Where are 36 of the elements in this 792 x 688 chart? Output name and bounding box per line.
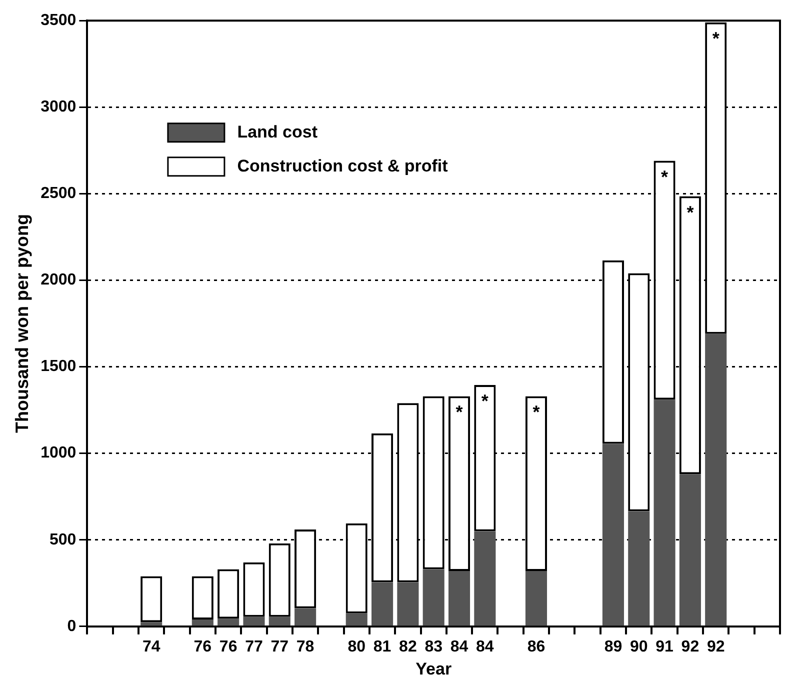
- x-tick-label: 82: [399, 638, 417, 656]
- x-tick-label: 84: [450, 638, 468, 656]
- x-tick-label: 89: [604, 638, 622, 656]
- x-tick-label: 92: [706, 638, 725, 656]
- x-tick-label: 91: [656, 638, 674, 656]
- x-tick-label: 92: [681, 638, 700, 656]
- y-tick-label: 1500: [40, 358, 76, 376]
- y-tick-label: 500: [49, 531, 76, 548]
- x-tick-label: 78: [296, 638, 314, 656]
- x-tick-label: 90: [630, 638, 648, 656]
- data-label: *: [481, 390, 488, 411]
- data-label: *: [661, 166, 668, 187]
- x-tick-label: 84: [476, 638, 494, 656]
- x-tick-label: 76: [194, 638, 212, 656]
- x-tick-label: 80: [348, 638, 366, 656]
- y-tick-label: 2500: [40, 185, 76, 202]
- x-tick-label: 77: [245, 638, 263, 656]
- x-tick-label: 83: [424, 638, 443, 656]
- x-tick-label: 81: [373, 638, 392, 656]
- data-label: *: [686, 202, 694, 222]
- y-tick-label: 2000: [40, 272, 76, 289]
- x-tick-label: 76: [219, 638, 238, 656]
- x-tick-label: 74: [142, 638, 160, 656]
- y-tick-label: 1000: [40, 444, 76, 462]
- y-axis-title: Thousand won per pyong: [12, 214, 32, 433]
- x-tick-label: 86: [527, 638, 546, 656]
- data-label: *: [532, 402, 540, 422]
- y-tick-label: 3000: [40, 98, 76, 116]
- y-tick-label: 3500: [40, 12, 76, 30]
- x-tick-label: 77: [270, 638, 289, 656]
- legend-label: Land cost: [237, 122, 318, 142]
- y-tick-label: 0: [67, 618, 76, 635]
- x-axis-title: Year: [416, 659, 452, 678]
- data-label: *: [712, 28, 720, 48]
- data-label: *: [456, 402, 463, 422]
- legend-label: Construction cost & profit: [237, 156, 448, 176]
